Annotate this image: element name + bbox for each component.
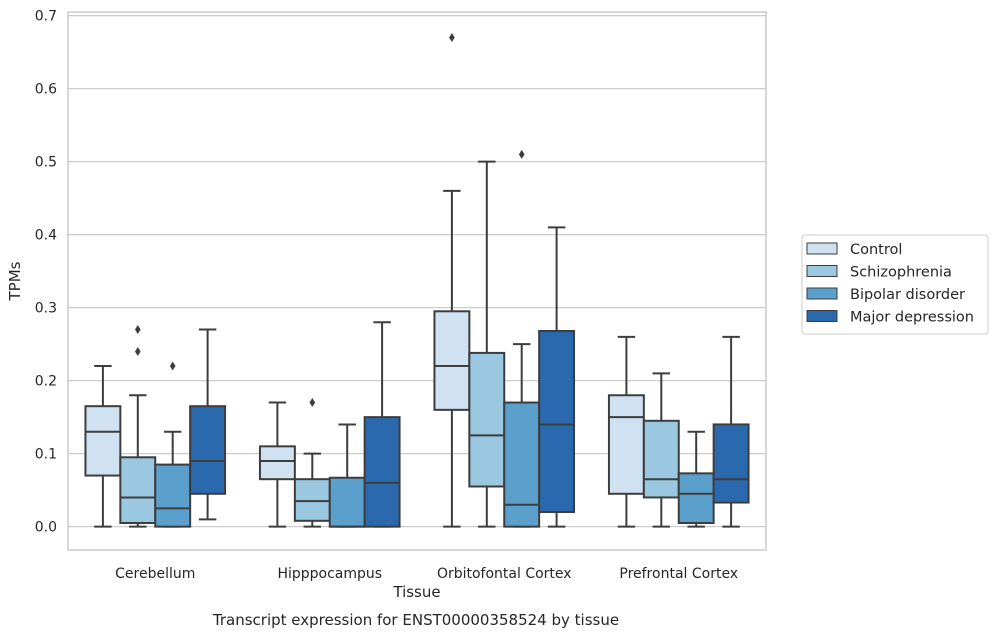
- box-plot-series: [84, 33, 750, 528]
- outlier-point: [518, 149, 525, 159]
- box-body: [433, 310, 471, 411]
- box-2-3: [538, 226, 576, 528]
- box-2-0: [433, 33, 471, 528]
- y-tick-label: 0.1: [35, 447, 57, 463]
- legend-label: Bipolar disorder: [850, 287, 965, 303]
- outlier-point: [169, 361, 176, 371]
- box-body: [328, 476, 366, 528]
- box-2-1: [468, 160, 506, 528]
- x-axis-ticks: Cerebellum Hipppocampus Orbitofontal Corte…: [115, 566, 738, 582]
- chart-title: Transcript expression for ENST0000035852…: [212, 611, 619, 629]
- y-tick-label: 0.2: [35, 374, 57, 390]
- box-3-0: [607, 335, 645, 528]
- outlier-point: [309, 398, 316, 408]
- box-body: [154, 463, 192, 528]
- x-tick-label: Prefrontal Cortex: [619, 566, 738, 582]
- box-1-3: [363, 321, 401, 528]
- y-axis-ticks: 0.0 0.1 0.2 0.3 0.4 0.5 0.6 0.7: [35, 9, 57, 536]
- legend-label: Schizophrenia: [850, 265, 952, 281]
- box-1-2: [328, 423, 366, 528]
- box-body: [84, 405, 122, 477]
- y-tick-label: 0.5: [35, 155, 57, 171]
- box-0-2: [154, 361, 192, 528]
- outlier-point: [449, 33, 455, 43]
- legend-swatch: [806, 310, 838, 322]
- legend-frame: [801, 234, 989, 335]
- y-tick-label: 0.6: [35, 82, 57, 98]
- box-0-0: [84, 365, 122, 528]
- legend-swatch: [806, 265, 838, 277]
- box-body: [607, 394, 645, 495]
- box-1-0: [258, 401, 296, 528]
- y-tick-label: 0.7: [35, 9, 57, 25]
- y-tick-label: 0.4: [35, 228, 57, 244]
- box-body: [642, 419, 680, 499]
- grid-lines: [68, 15, 766, 528]
- box-body: [293, 478, 331, 522]
- box-body: [258, 445, 296, 481]
- legend: Control Schizophrenia Bipolar disorder Majo…: [801, 234, 989, 335]
- plot-frame: [67, 11, 767, 551]
- box-body: [538, 330, 576, 514]
- box-body: [712, 423, 750, 504]
- box-2-2: [503, 149, 541, 528]
- outlier-point: [135, 346, 141, 356]
- box-3-1: [642, 372, 680, 528]
- legend-label: Major depression: [850, 310, 974, 326]
- box-3-3: [712, 335, 750, 528]
- x-tick-label: Orbitofontal Cortex: [437, 566, 572, 582]
- box-body: [503, 401, 541, 528]
- y-tick-label: 0.0: [35, 520, 57, 536]
- box-body: [363, 416, 401, 528]
- x-tick-label: Hipppocampus: [277, 566, 382, 582]
- legend-swatch: [806, 287, 838, 300]
- legend-label: Control: [850, 242, 902, 258]
- box-0-3: [189, 328, 227, 521]
- x-tick-label: Cerebellum: [115, 566, 195, 582]
- box-3-2: [677, 430, 715, 528]
- outlier-point: [135, 325, 141, 335]
- box-0-1: [119, 325, 157, 528]
- y-axis-label: TPMs: [6, 261, 24, 301]
- box-body: [119, 456, 157, 524]
- legend-swatch: [806, 242, 838, 255]
- box-body: [677, 472, 715, 524]
- box-1-1: [293, 398, 331, 528]
- y-tick-label: 0.3: [35, 301, 57, 317]
- box-body: [189, 405, 227, 495]
- box-body: [468, 351, 506, 488]
- x-axis-label: Tissue: [392, 583, 440, 601]
